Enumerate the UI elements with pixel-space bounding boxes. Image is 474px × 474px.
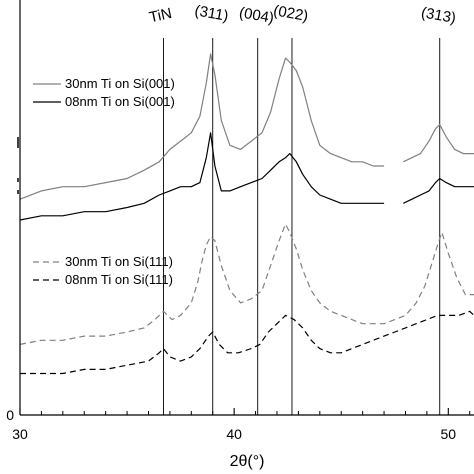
reference-label: (004) — [238, 4, 275, 27]
legend-label: 30nm Ti on Si(001) — [65, 76, 175, 91]
x-axis-label: 2θ(°) — [230, 453, 265, 470]
legend: 30nm Ti on Si(001) 08nm Ti on Si(001) 30nm… — [33, 76, 175, 287]
x-tick-label: 40 — [226, 426, 242, 442]
reference-label: (313) — [420, 4, 457, 27]
legend-label: 08nm Ti on Si(111) — [65, 272, 173, 287]
y-tick-label: 0 — [6, 407, 14, 423]
x-tick-label: 30 — [12, 426, 28, 442]
plot-frame — [19, 0, 474, 416]
reference-label: (311) — [193, 2, 229, 25]
axis-ticks: 30 40 50 0 — [6, 137, 471, 442]
series-line-1 — [19, 53, 474, 200]
series-line-4 — [20, 310, 474, 375]
x-tick-label: 50 — [441, 426, 457, 442]
reference-label: (022) — [272, 2, 309, 25]
series-line-3 — [19, 223, 474, 345]
series-lines — [19, 53, 474, 375]
reference-lines: TiN (311) (004)(022) (313) — [148, 2, 457, 415]
reference-label: TiN — [148, 5, 174, 26]
legend-label: 08nm Ti on Si(001) — [65, 94, 175, 109]
legend-label: 30nm Ti on Si(111) — [65, 254, 173, 269]
series-line-2 — [19, 132, 474, 221]
